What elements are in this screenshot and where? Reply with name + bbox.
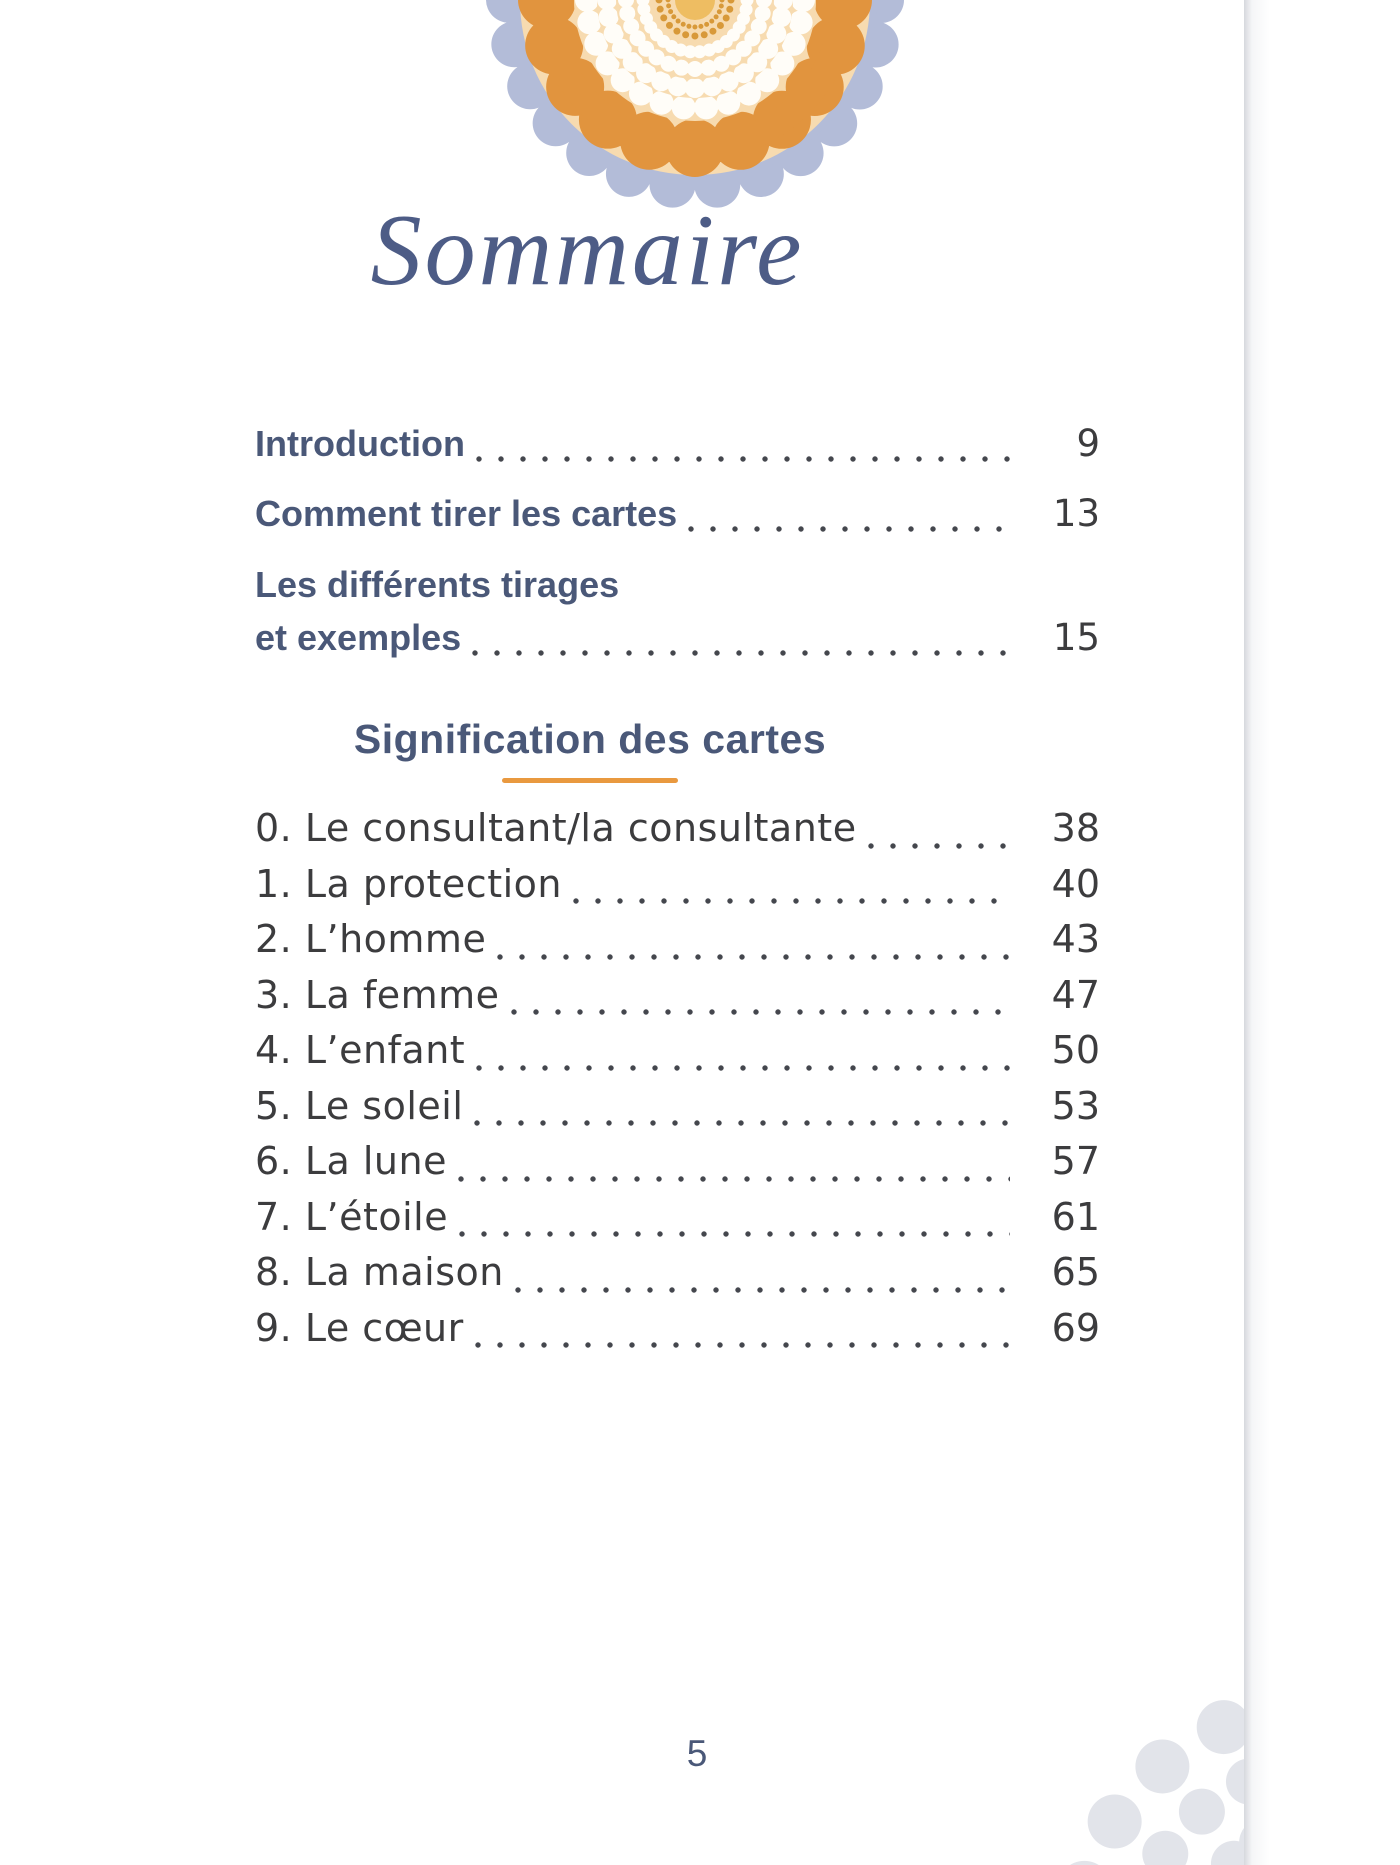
toc-entry: 8. La maison 65	[255, 1245, 1100, 1301]
leader-dots	[456, 1174, 1010, 1183]
leader-dots	[572, 897, 1010, 905]
toc-entry-page: 9	[1076, 422, 1100, 465]
toc-entry-page: 15	[1052, 616, 1100, 659]
toc-entry-label: Introduction	[255, 423, 465, 464]
sun-mandala-icon	[486, 0, 904, 209]
leader-dots	[474, 455, 1010, 463]
toc-entry-label: 9. Le cœur	[255, 1305, 464, 1350]
toc-entry-page: 61	[1051, 1194, 1100, 1239]
toc-entry-page: 57	[1051, 1139, 1100, 1183]
leader-dots	[509, 1008, 1010, 1016]
toc-entry: 0. Le consultant/la consultante 38	[255, 801, 1100, 857]
section-heading-block: Signification des cartes	[0, 716, 1180, 783]
toc-entry: 2. L’homme 43	[255, 912, 1100, 968]
toc-card-list: 0. Le consultant/la consultante 38 1. La…	[255, 801, 1100, 1356]
toc-entry-label: 6. La lune	[255, 1139, 447, 1183]
sun-mandala-rings	[486, 0, 904, 209]
toc-entry-label-line1: Les différents tirages	[255, 564, 620, 605]
toc-entry: 1. La protection 40	[255, 857, 1100, 913]
toc-entry-page: 69	[1051, 1305, 1100, 1350]
gray-mandala-illustration	[0, 1560, 1244, 1865]
page-number: 5	[686, 1733, 708, 1774]
toc-entry: Comment tirer les cartes 13	[255, 488, 1100, 540]
toc-entry-label-line2: et exemples	[255, 617, 462, 658]
toc-entry-page: 53	[1051, 1083, 1100, 1128]
toc-entry-label: 4. L’enfant	[255, 1028, 466, 1072]
section-underline	[502, 778, 678, 783]
toc-entry-label: Comment tirer les cartes	[255, 493, 678, 534]
toc-entry-label: 2. L’homme	[255, 917, 487, 961]
toc-entry-page: 40	[1051, 861, 1100, 906]
toc-entry: 4. L’enfant 50	[255, 1023, 1100, 1079]
toc-entry-label: 1. La protection	[255, 861, 562, 906]
toc-entry-label: 7. L’étoile	[255, 1194, 449, 1239]
page-title: Sommaire	[370, 194, 805, 307]
toc-entry-page: 38	[1051, 806, 1100, 850]
leader-dots	[471, 649, 1010, 657]
toc-entry: 7. L’étoile 61	[255, 1190, 1100, 1246]
toc-main-list: Introduction 9 Comment tirer les cartes …	[255, 418, 1100, 682]
leader-dots	[496, 952, 1010, 961]
sun-mandala-illustration	[0, 0, 1244, 232]
leader-dots	[458, 1230, 1010, 1238]
leader-dots	[687, 525, 1010, 533]
leader-dots	[513, 1285, 1010, 1294]
toc-entry: Les différents tirages et exemples 15	[255, 558, 1100, 664]
toc-entry-label: 0. Le consultant/la consultante	[255, 806, 857, 850]
toc-entry-page: 43	[1051, 917, 1100, 961]
toc-entry-label: 8. La maison	[255, 1250, 504, 1294]
toc-entry: 9. Le cœur 69	[255, 1301, 1100, 1357]
leader-dots	[473, 1119, 1010, 1127]
page-edge-shadow	[1244, 0, 1272, 1865]
toc-entry: Introduction 9	[255, 418, 1100, 470]
toc-entry: 6. La lune 57	[255, 1134, 1100, 1190]
toc-entry-label: 5. Le soleil	[255, 1083, 464, 1128]
toc-entry-label: 3. La femme	[255, 972, 500, 1017]
toc-entry: 3. La femme 47	[255, 968, 1100, 1024]
toc-entry-page: 47	[1051, 972, 1100, 1017]
leader-dots	[475, 1063, 1010, 1072]
leader-dots	[473, 1341, 1010, 1349]
gray-mandala-icon	[1063, 1690, 1244, 1865]
gray-mandala-rings	[1063, 1690, 1244, 1865]
toc-entry: 5. Le soleil 53	[255, 1079, 1100, 1135]
toc-entry-page: 50	[1051, 1028, 1100, 1072]
toc-entry-page: 65	[1051, 1250, 1100, 1294]
leader-dots	[866, 841, 1010, 850]
toc-entry-page: 13	[1052, 492, 1100, 535]
section-heading: Signification des cartes	[353, 716, 827, 762]
